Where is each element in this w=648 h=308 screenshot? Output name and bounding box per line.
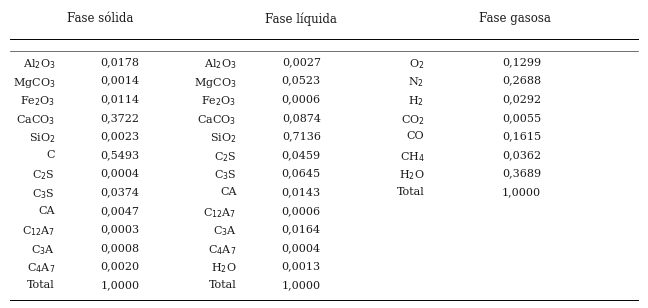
Text: 0,3722: 0,3722	[100, 113, 139, 123]
Text: C$_2$S: C$_2$S	[214, 150, 237, 164]
Text: MgCO$_3$: MgCO$_3$	[12, 75, 55, 90]
Text: 1,0000: 1,0000	[502, 187, 541, 197]
Text: Al$_2$O$_3$: Al$_2$O$_3$	[204, 57, 237, 71]
Text: C$_{12}$A$_7$: C$_{12}$A$_7$	[22, 224, 55, 238]
Text: 0,0164: 0,0164	[282, 224, 321, 234]
Text: CaCO$_3$: CaCO$_3$	[16, 113, 55, 127]
Text: C$_4$A$_7$: C$_4$A$_7$	[208, 243, 237, 257]
Text: C: C	[47, 150, 55, 160]
Text: Fe$_2$O$_3$: Fe$_2$O$_3$	[202, 94, 237, 108]
Text: 1,0000: 1,0000	[282, 280, 321, 290]
Text: H$_2$O: H$_2$O	[399, 168, 424, 182]
Text: 0,0874: 0,0874	[282, 113, 321, 123]
Text: Fase líquida: Fase líquida	[266, 12, 337, 26]
Text: CaCO$_3$: CaCO$_3$	[198, 113, 237, 127]
Text: H$_2$: H$_2$	[408, 94, 424, 108]
Text: O$_2$: O$_2$	[409, 57, 424, 71]
Text: CO$_2$: CO$_2$	[400, 113, 424, 127]
Text: N$_2$: N$_2$	[408, 75, 424, 89]
Text: 0,0008: 0,0008	[100, 243, 139, 253]
Text: 0,0027: 0,0027	[282, 57, 321, 67]
Text: 0,0055: 0,0055	[502, 113, 541, 123]
Text: C$_3$A: C$_3$A	[213, 224, 237, 238]
Text: 0,0178: 0,0178	[100, 57, 139, 67]
Text: 0,0047: 0,0047	[100, 206, 139, 216]
Text: 0,1615: 0,1615	[502, 132, 541, 141]
Text: Fase sólida: Fase sólida	[67, 12, 133, 25]
Text: SiO$_2$: SiO$_2$	[210, 132, 237, 145]
Text: 0,0292: 0,0292	[502, 94, 541, 104]
Text: MgCO$_3$: MgCO$_3$	[194, 75, 237, 90]
Text: C$_4$A$_7$: C$_4$A$_7$	[27, 261, 55, 275]
Text: 0,7136: 0,7136	[282, 132, 321, 141]
Text: 0,1299: 0,1299	[502, 57, 541, 67]
Text: 0,3689: 0,3689	[502, 168, 541, 179]
Text: C$_3$S: C$_3$S	[214, 168, 237, 182]
Text: C$_3$A: C$_3$A	[31, 243, 55, 257]
Text: C$_3$S: C$_3$S	[32, 187, 55, 201]
Text: CA: CA	[220, 187, 237, 197]
Text: 0,0374: 0,0374	[100, 187, 139, 197]
Text: Total: Total	[209, 280, 237, 290]
Text: 0,0645: 0,0645	[282, 168, 321, 179]
Text: 0,0006: 0,0006	[282, 206, 321, 216]
Text: 0,0114: 0,0114	[100, 94, 139, 104]
Text: Fase gasosa: Fase gasosa	[480, 12, 551, 25]
Text: 0,0143: 0,0143	[282, 187, 321, 197]
Text: C$_2$S: C$_2$S	[32, 168, 55, 182]
Text: Total: Total	[27, 280, 55, 290]
Text: 0,0023: 0,0023	[100, 132, 139, 141]
Text: Al$_2$O$_3$: Al$_2$O$_3$	[23, 57, 55, 71]
Text: CA: CA	[39, 206, 55, 216]
Text: 0,5493: 0,5493	[100, 150, 139, 160]
Text: 0,0004: 0,0004	[282, 243, 321, 253]
Text: 0,0013: 0,0013	[282, 261, 321, 272]
Text: CO: CO	[407, 132, 424, 141]
Text: 0,0004: 0,0004	[100, 168, 139, 179]
Text: 0,0362: 0,0362	[502, 150, 541, 160]
Text: 0,0020: 0,0020	[100, 261, 139, 272]
Text: 0,0459: 0,0459	[282, 150, 321, 160]
Text: Total: Total	[397, 187, 424, 197]
Text: 0,0006: 0,0006	[282, 94, 321, 104]
Text: 0,0523: 0,0523	[282, 75, 321, 86]
Text: Fe$_2$O$_3$: Fe$_2$O$_3$	[20, 94, 55, 108]
Text: 0,2688: 0,2688	[502, 75, 541, 86]
Text: 1,0000: 1,0000	[100, 280, 139, 290]
Text: SiO$_2$: SiO$_2$	[29, 132, 55, 145]
Text: 0,0014: 0,0014	[100, 75, 139, 86]
Text: 0,0003: 0,0003	[100, 224, 139, 234]
Text: CH$_4$: CH$_4$	[400, 150, 424, 164]
Text: C$_{12}$A$_7$: C$_{12}$A$_7$	[203, 206, 237, 220]
Text: H$_2$O: H$_2$O	[211, 261, 237, 275]
